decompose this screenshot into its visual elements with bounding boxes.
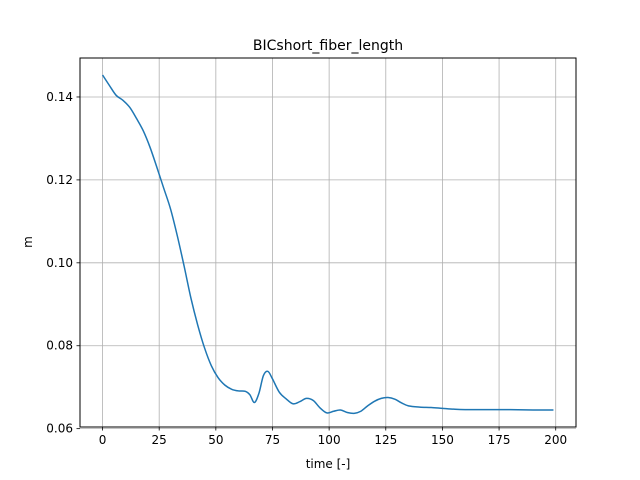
grid — [80, 58, 576, 430]
x-tick-label: 125 — [374, 433, 397, 447]
plot-frame — [79, 57, 577, 428]
y-tick-label: 0.12 — [46, 173, 73, 187]
y-tick-label: 0.06 — [46, 422, 73, 436]
chart-title: BICshort_fiber_length — [253, 38, 403, 54]
y-tick-label: 0.08 — [46, 339, 73, 353]
series-line — [101, 74, 554, 415]
y-tick-label: 0.14 — [46, 90, 73, 104]
series-layer — [101, 74, 554, 415]
x-tick-label: 150 — [431, 433, 454, 447]
x-tick-label: 100 — [318, 433, 341, 447]
x-tick-label: 75 — [265, 433, 280, 447]
x-tick-label: 175 — [488, 433, 511, 447]
x-axis: 0 25 50 75 100 125 150 175 200 — [99, 427, 567, 447]
x-tick-label: 25 — [152, 433, 167, 447]
x-tick-label: 0 — [99, 433, 107, 447]
y-tick-label: 0.10 — [46, 256, 73, 270]
y-axis: 0.06 0.08 0.10 0.12 0.14 — [46, 90, 80, 436]
y-axis-label: m — [21, 236, 35, 248]
x-tick-label: 200 — [544, 433, 567, 447]
x-tick-label: 50 — [208, 433, 223, 447]
x-axis-label: time [-] — [306, 457, 351, 471]
